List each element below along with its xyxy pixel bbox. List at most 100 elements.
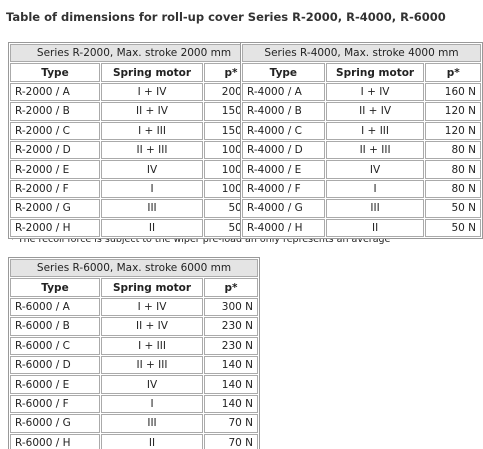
table-cell: R-2000 / E	[10, 160, 100, 179]
table-cell: 50 N	[425, 199, 481, 218]
table-cell: 140 N	[204, 375, 258, 394]
table-row: R-2000 / F I 100 N	[10, 179, 258, 199]
table-cell: R-4000 / F	[242, 179, 325, 199]
table-cell: III	[101, 199, 203, 218]
table-cell: I + IV	[325, 82, 425, 102]
column-header: Type	[10, 63, 100, 82]
table-cell: II + IV	[101, 317, 203, 336]
table-cell: I	[325, 179, 425, 199]
table-row: R-4000 / H II 50 N	[242, 218, 481, 237]
table-cell: R-2000 / H	[10, 218, 100, 237]
table-cell: 70 N	[204, 414, 258, 433]
caption-row: Series R-2000, Max. stroke 2000 mm	[10, 44, 258, 63]
table-cell: R-6000 / A	[10, 297, 100, 317]
page-title: Table of dimensions for roll-up cover Se…	[6, 10, 446, 24]
table-row: R-6000 / D II + III 140 N	[10, 355, 258, 375]
column-header: Type	[242, 63, 325, 82]
table-cell: 160 N	[425, 82, 481, 102]
table-cell: R-6000 / H	[10, 433, 100, 449]
table-cell: II + III	[101, 355, 203, 375]
table-cell: I	[101, 394, 203, 414]
table-cell: III	[325, 199, 425, 218]
table-cell: R-4000 / G	[242, 199, 325, 218]
table-cell: III	[101, 414, 203, 433]
table-cell: R-2000 / C	[10, 121, 100, 140]
table-row: R-6000 / F I 140 N	[10, 394, 258, 414]
table-cell: R-4000 / B	[242, 102, 325, 121]
table-cell: I	[101, 179, 203, 199]
table-caption: Series R-6000, Max. stroke 6000 mm	[10, 259, 258, 278]
table-cell: R-4000 / H	[242, 218, 325, 237]
table-row: R-6000 / H II 70 N	[10, 433, 258, 449]
table-cell: I + III	[101, 336, 203, 355]
table-cell: II	[101, 433, 203, 449]
table-cell: R-6000 / G	[10, 414, 100, 433]
table-cell: 120 N	[425, 102, 481, 121]
table-cell: R-6000 / F	[10, 394, 100, 414]
table-cell: I + III	[101, 121, 203, 140]
table-cell: R-2000 / B	[10, 102, 100, 121]
footnote: * The recoil force is subject to the wip…	[10, 234, 391, 245]
column-header: p*	[425, 63, 481, 82]
table-cell: R-4000 / D	[242, 140, 325, 160]
table-cell: 80 N	[425, 160, 481, 179]
table-cell: 120 N	[425, 121, 481, 140]
table-cell: 140 N	[204, 394, 258, 414]
header-row: Type Spring motor p*	[10, 278, 258, 297]
table-cell: IV	[101, 160, 203, 179]
table-cell: R-4000 / A	[242, 82, 325, 102]
header-row: Type Spring motor p*	[242, 63, 481, 82]
table-cell: I + IV	[101, 297, 203, 317]
table-cell: II + III	[101, 140, 203, 160]
table-cell: I + IV	[101, 82, 203, 102]
table-cell: II	[325, 218, 425, 237]
table-row: R-4000 / E IV 80 N	[242, 160, 481, 179]
table-cell: R-2000 / G	[10, 199, 100, 218]
column-header: Type	[10, 278, 100, 297]
table-row: R-6000 / E IV 140 N	[10, 375, 258, 394]
table-cell: II + IV	[101, 102, 203, 121]
table-cell: 80 N	[425, 140, 481, 160]
table-caption: Series R-4000, Max. stroke 4000 mm	[242, 44, 481, 63]
dimension-table: Series R-2000, Max. stroke 2000 mm Type Sp…	[8, 42, 260, 239]
caption-row: Series R-4000, Max. stroke 4000 mm	[242, 44, 481, 63]
table-row: R-4000 / B II + IV 120 N	[242, 102, 481, 121]
table-cell: II + III	[325, 140, 425, 160]
table-cell: II + IV	[325, 102, 425, 121]
table-cell: R-2000 / D	[10, 140, 100, 160]
table-cell: IV	[101, 375, 203, 394]
table-cell: R-2000 / F	[10, 179, 100, 199]
table-cell: R-2000 / A	[10, 82, 100, 102]
table-cell: R-4000 / C	[242, 121, 325, 140]
table-caption: Series R-2000, Max. stroke 2000 mm	[10, 44, 258, 63]
table-cell: II	[101, 218, 203, 237]
table-cell: 230 N	[204, 336, 258, 355]
table-row: R-4000 / D II + III 80 N	[242, 140, 481, 160]
table-row: R-4000 / G III 50 N	[242, 199, 481, 218]
table-cell: 140 N	[204, 355, 258, 375]
table-cell: R-6000 / C	[10, 336, 100, 355]
table-cell: R-6000 / B	[10, 317, 100, 336]
table-row: R-6000 / B II + IV 230 N	[10, 317, 258, 336]
table-cell: 80 N	[425, 179, 481, 199]
dimension-table: Series R-6000, Max. stroke 6000 mm Type Sp…	[8, 257, 260, 449]
table-row: R-2000 / D II + III 100 N	[10, 140, 258, 160]
table-cell: R-4000 / E	[242, 160, 325, 179]
table-cell: R-6000 / D	[10, 355, 100, 375]
table-cell: 50 N	[425, 218, 481, 237]
column-header: p*	[204, 278, 258, 297]
header-row: Type Spring motor p*	[10, 63, 258, 82]
table-cell: I + III	[325, 121, 425, 140]
table-cell: 230 N	[204, 317, 258, 336]
dimension-table: Series R-4000, Max. stroke 4000 mm Type Sp…	[240, 42, 483, 239]
table-row: R-6000 / G III 70 N	[10, 414, 258, 433]
